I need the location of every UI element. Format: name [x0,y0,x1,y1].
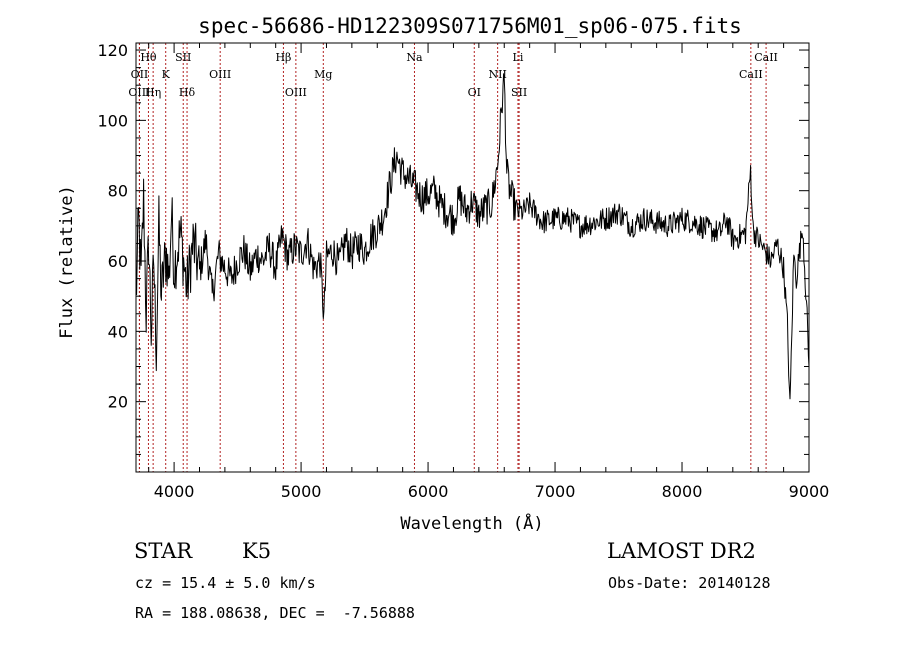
marker-label-6: Hδ [179,86,196,99]
spectrum-line [136,74,809,399]
marker-label-12: OI [468,86,481,99]
marker-label-16: CaII [754,51,778,64]
x-tick-label-2: 6000 [408,482,449,501]
y-axis-label: Flux (relative) [57,185,77,339]
marker-label-10: Mg [314,68,332,81]
marker-label-11: Na [406,51,423,64]
y-tick-label-4: 100 [97,111,128,130]
plot-frame [136,43,809,472]
x-tick-label-0: 4000 [154,482,195,501]
x-tick-label-3: 7000 [535,482,576,501]
x-tick-label-1: 5000 [281,482,322,501]
y-tick-label-5: 120 [97,41,128,60]
chart-title: spec-56686-HD122309S071756M01_sp06-075.f… [198,14,742,38]
marker-label-14: Li [513,51,524,64]
axes: 4000 5000 6000 7000 8000 9000 20 40 60 80 100 120 [97,41,829,501]
marker-label-8: Hβ [275,51,291,64]
line-markers: HθOIIOIIIHηKSIIHδOIIIHβOIIIMgNaOINIILiSI… [128,43,778,472]
object-subclass: K5 [242,539,271,563]
spectrum-series [136,74,809,399]
obs-date-text: Obs-Date: 20140128 [608,574,771,592]
marker-label-4: K [162,68,171,81]
coordinates-text: RA = 188.08638, DEC = -7.56888 [135,604,415,622]
y-tick-label-1: 40 [108,322,128,341]
y-tick-label-3: 80 [108,182,128,201]
x-tick-label-5: 9000 [789,482,830,501]
marker-label-7: OIII [209,68,231,81]
marker-label-3: Hη [145,86,161,99]
y-tick-label-0: 20 [108,393,128,412]
marker-label-9: OIII [285,86,307,99]
y-tick-label-2: 60 [108,252,128,271]
survey-label: LAMOST DR2 [607,539,756,563]
marker-label-15: SII [511,86,527,99]
marker-label-0: Hθ [140,51,157,64]
marker-label-17: CaII [739,68,763,81]
marker-label-5: SII [175,51,191,64]
x-tick-label-4: 8000 [662,482,703,501]
redshift-text: cz = 15.4 ± 5.0 km/s [135,574,316,592]
x-axis-label: Wavelength (Å) [400,512,543,534]
object-class: STAR [134,539,192,563]
